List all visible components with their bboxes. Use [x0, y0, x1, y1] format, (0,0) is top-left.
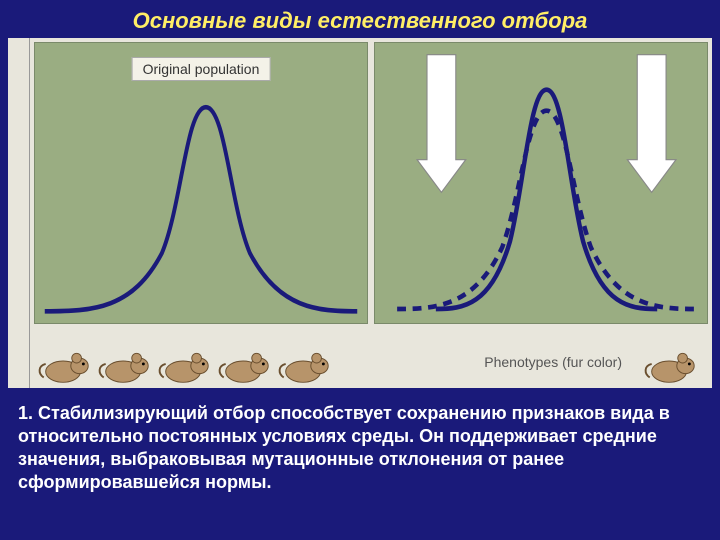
bell-curve-left — [35, 43, 367, 323]
chart-panel-stabilizing — [374, 42, 708, 324]
mice-row: Phenotypes (fur color) — [30, 324, 712, 388]
bell-curve-right — [375, 43, 707, 323]
figure-area: Frequency of individuals → Original popu… — [0, 38, 720, 388]
chart-panel-original: Original population — [34, 42, 368, 324]
figure-inner: Frequency of individuals → Original popu… — [8, 38, 712, 388]
mouse-icon — [96, 338, 154, 386]
y-axis: Frequency of individuals → — [8, 38, 30, 388]
mice-group-right — [642, 338, 700, 386]
legend-original-population: Original population — [132, 57, 271, 81]
mice-group-left — [36, 338, 334, 386]
mouse-icon — [156, 338, 214, 386]
mouse-icon — [36, 338, 94, 386]
charts-row: Original population — [30, 38, 712, 324]
page-title: Основные виды естественного отбора — [0, 0, 720, 38]
caption-text: 1. Стабилизирующий отбор способствует со… — [0, 388, 720, 494]
mouse-icon — [276, 338, 334, 386]
mouse-icon — [642, 338, 700, 386]
mouse-icon — [216, 338, 274, 386]
phenotypes-label: Phenotypes (fur color) — [484, 354, 622, 370]
panels: Original population Phenotypes (fur colo… — [30, 38, 712, 388]
